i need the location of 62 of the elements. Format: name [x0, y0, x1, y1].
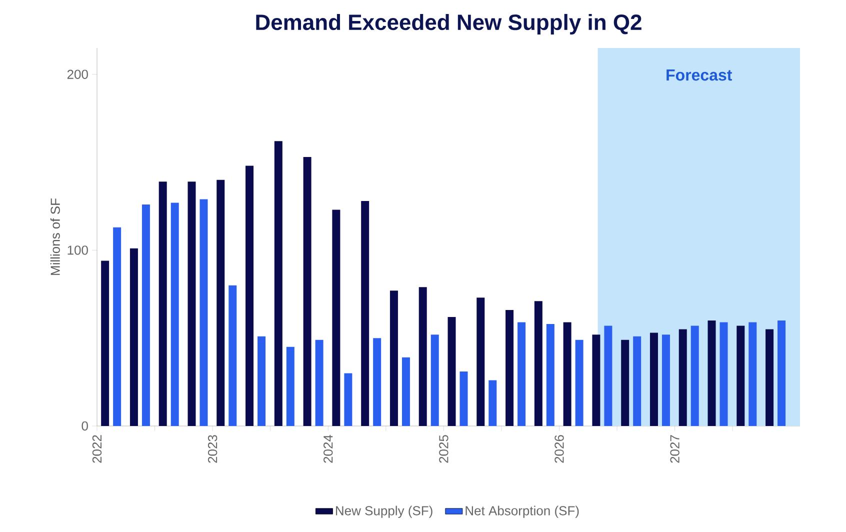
bar — [274, 141, 282, 426]
bar — [448, 316, 456, 426]
bar — [778, 320, 786, 426]
y-tick-label: 100 — [68, 246, 88, 255]
bar — [563, 322, 572, 426]
bar — [690, 326, 699, 426]
bar — [344, 373, 352, 426]
bar — [390, 290, 398, 426]
bar — [188, 182, 196, 426]
bar — [460, 371, 468, 426]
x-tick-label: 2025 — [439, 435, 448, 463]
chart-title: Demand Exceeded New Supply in Q2 — [256, 14, 642, 34]
bar — [113, 227, 122, 426]
y-tick-label: 200 — [67, 70, 88, 79]
bar — [332, 210, 340, 426]
bar — [575, 340, 584, 426]
bar — [604, 326, 612, 426]
bar — [303, 156, 312, 426]
bar — [130, 248, 138, 426]
legend-label: New Supply (SF) — [336, 506, 432, 518]
bar — [748, 322, 757, 426]
bar — [766, 329, 774, 426]
bar — [142, 204, 150, 426]
bar — [228, 285, 237, 426]
bar — [200, 199, 208, 426]
bar — [476, 298, 485, 426]
bar — [708, 320, 716, 426]
bar — [662, 334, 670, 426]
bar — [678, 329, 687, 426]
bar — [633, 336, 642, 426]
bar — [216, 180, 225, 426]
bar — [518, 322, 526, 426]
bar — [361, 200, 370, 426]
legend-label: Net Absorption (SF) — [466, 506, 579, 518]
bar — [506, 310, 514, 426]
x-tick-label: 2026 — [554, 435, 564, 463]
x-tick-label: 2022 — [92, 435, 102, 463]
x-tick-label: 2024 — [324, 434, 333, 463]
bar — [488, 380, 497, 426]
bar — [286, 346, 294, 426]
bar — [315, 340, 324, 426]
bar — [258, 336, 266, 426]
bar — [170, 202, 179, 426]
bar — [621, 340, 630, 426]
bar — [101, 260, 110, 426]
y-axis-title: Millions of SF — [50, 198, 60, 275]
band-label: Forecast — [666, 70, 732, 81]
bar — [720, 322, 728, 426]
bar — [592, 334, 600, 426]
bar — [402, 357, 410, 426]
bar — [736, 326, 745, 426]
bar — [158, 182, 167, 426]
x-tick-label: 2023 — [208, 435, 218, 463]
bar — [246, 166, 254, 426]
y-tick-label: 0 — [82, 421, 88, 431]
bar — [546, 324, 554, 426]
bar — [650, 332, 658, 426]
bar — [430, 334, 439, 426]
bar — [373, 338, 382, 426]
x-tick-label: 2027 — [670, 435, 680, 463]
bar — [534, 301, 542, 426]
bar — [418, 287, 427, 426]
